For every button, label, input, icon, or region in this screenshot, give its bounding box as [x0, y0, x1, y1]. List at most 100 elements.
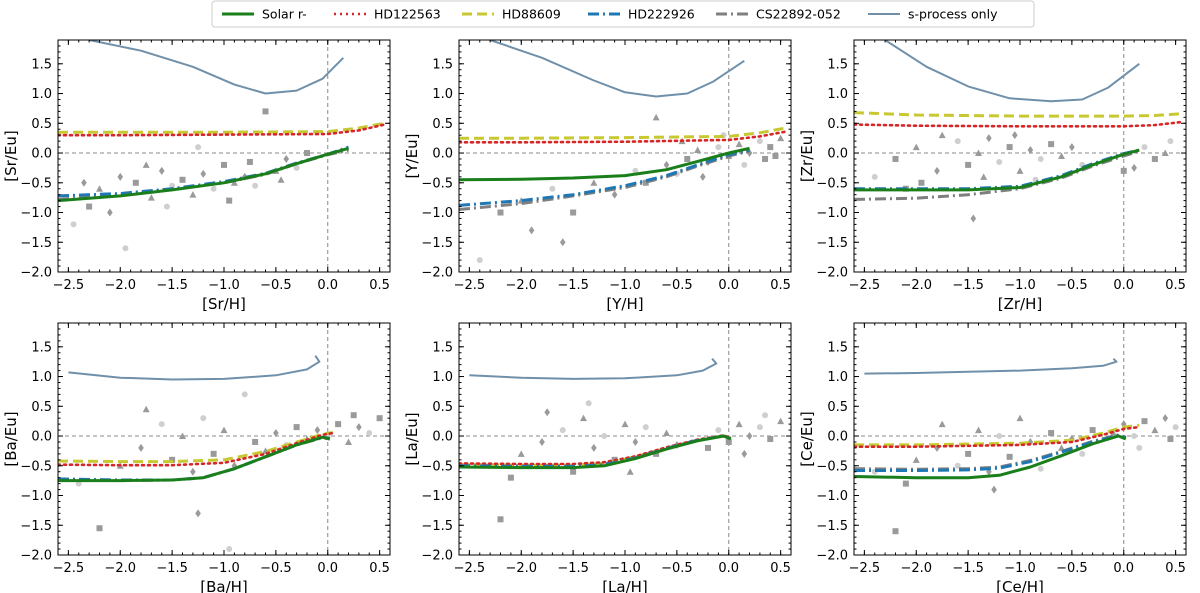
x-tick-label: −2.5: [53, 278, 85, 293]
observation-point: [241, 391, 248, 398]
y-axis-label: [La/Eu]: [403, 412, 421, 465]
y-axis-label: [Ce/Eu]: [798, 411, 816, 466]
observation-point: [642, 424, 649, 431]
y-tick-label: 1.0: [827, 87, 848, 102]
chart-panel: −2.5 −2.0 −1.5 −1.0 −0.5 0.0 0.5−2.0−1.5−1.0−0…: [2, 322, 391, 593]
series-line: [854, 423, 1140, 447]
observation-point: [1027, 146, 1034, 155]
chart-panels: −2.5 −2.0 −1.5 −1.0 −0.5 0.0 0.5−2.0−1.5−1.0−0…: [2, 39, 1187, 593]
legend-entry: s-process only: [868, 7, 998, 22]
x-tick-label: −1.0: [609, 561, 641, 576]
x-tick-label: −2.5: [849, 278, 881, 293]
observation-point: [590, 179, 598, 186]
observation-point: [741, 161, 748, 168]
observation-point: [954, 462, 961, 469]
axes-frame: [458, 39, 792, 273]
x-tick-label: 0.5: [770, 278, 791, 293]
legend-entry: HD88609: [462, 7, 561, 22]
plot-area: [459, 40, 788, 264]
series-line: [68, 355, 321, 381]
observation-point: [767, 144, 774, 151]
observation-point: [934, 443, 940, 452]
y-tick-label: 0.0: [432, 430, 453, 445]
series-line: [854, 434, 1127, 480]
x-tick-label: −1.0: [1004, 561, 1036, 576]
observation-point: [1069, 143, 1075, 152]
y-tick-label: −1.5: [20, 519, 52, 534]
observation-point: [293, 424, 300, 431]
observation-point: [559, 238, 566, 247]
x-tick-label: −0.5: [1056, 278, 1088, 293]
y-tick-label: 1.0: [31, 87, 52, 102]
axes-frame: [458, 322, 792, 556]
observation-point: [1048, 141, 1055, 148]
observation-point: [293, 164, 300, 171]
legend: Solar r- HD122563 HD88609 HD222926 CS22892-0…: [211, 0, 1035, 28]
observation-point: [632, 167, 639, 174]
observation-point: [663, 429, 670, 437]
y-axis-label: [Zr/Eu]: [798, 130, 816, 182]
y-tick-label: −0.5: [816, 459, 848, 474]
observation-point: [700, 172, 706, 181]
observation-point: [195, 509, 201, 518]
observation-point: [715, 427, 722, 434]
y-tick-label: −1.5: [421, 236, 453, 251]
observation-point: [746, 149, 753, 158]
observation-point: [559, 427, 566, 434]
axes-frame: [57, 39, 391, 273]
series-line: [854, 433, 1127, 471]
observation-point: [1120, 167, 1127, 174]
observation-point: [75, 480, 82, 487]
y-tick-label: 1.5: [432, 340, 453, 355]
y-tick-label: 1.0: [31, 370, 52, 385]
observation-point: [611, 190, 618, 199]
y-tick-label: −1.0: [421, 206, 453, 221]
observation-point: [304, 150, 310, 157]
chart-panel: −2.5 −2.0 −1.5 −1.0 −0.5 0.0 0.5−2.0−1.5−1.0−0…: [798, 39, 1187, 313]
plot-area: [854, 357, 1179, 535]
observation-point: [283, 154, 290, 163]
legend-entry: HD122563: [334, 7, 441, 22]
y-axis-label: [Ba/Eu]: [2, 411, 20, 466]
observation-point: [986, 467, 992, 476]
observation-point: [226, 546, 233, 553]
observation-point: [746, 432, 753, 441]
series-line: [469, 358, 718, 380]
chart-panel: −2.5 −2.0 −1.5 −1.0 −0.5 0.0 0.5−2.0−1.5−1.0−0…: [403, 322, 792, 593]
x-tick-label: −0.5: [260, 278, 292, 293]
observation-point: [189, 191, 197, 198]
series-line: [459, 434, 732, 470]
series-line: [459, 126, 787, 140]
axes-frame: [853, 322, 1187, 556]
x-tick-label: 0.0: [718, 278, 739, 293]
x-tick-label: 0.0: [1113, 278, 1134, 293]
observation-point: [549, 185, 556, 192]
observation-point: [652, 113, 660, 121]
series-line: [854, 148, 1140, 192]
series-line: [854, 149, 1140, 201]
x-tick-label: −1.0: [208, 278, 240, 293]
y-tick-label: −1.5: [816, 519, 848, 534]
observation-point: [1006, 453, 1013, 460]
observation-point: [601, 433, 608, 440]
observation-point: [497, 209, 504, 216]
observation-point: [262, 108, 269, 115]
series-line: [884, 40, 1140, 103]
series-line: [459, 146, 750, 182]
observation-point: [517, 450, 525, 457]
observation-point: [210, 185, 217, 192]
observation-point: [200, 169, 207, 178]
observation-point: [892, 528, 899, 535]
y-tick-label: 1.0: [432, 87, 453, 102]
y-tick-label: 0.0: [31, 430, 52, 445]
observation-point: [938, 420, 946, 428]
x-tick-label: −1.5: [156, 278, 188, 293]
observation-point: [991, 485, 997, 494]
x-axis-label: [Zr/H]: [998, 295, 1042, 313]
legend-label: Solar r-: [262, 7, 307, 22]
observation-point: [81, 178, 87, 187]
observation-point: [345, 438, 352, 445]
x-axis-label: [Ce/H]: [996, 578, 1044, 593]
y-tick-label: −0.5: [816, 176, 848, 191]
series-line: [58, 146, 349, 203]
